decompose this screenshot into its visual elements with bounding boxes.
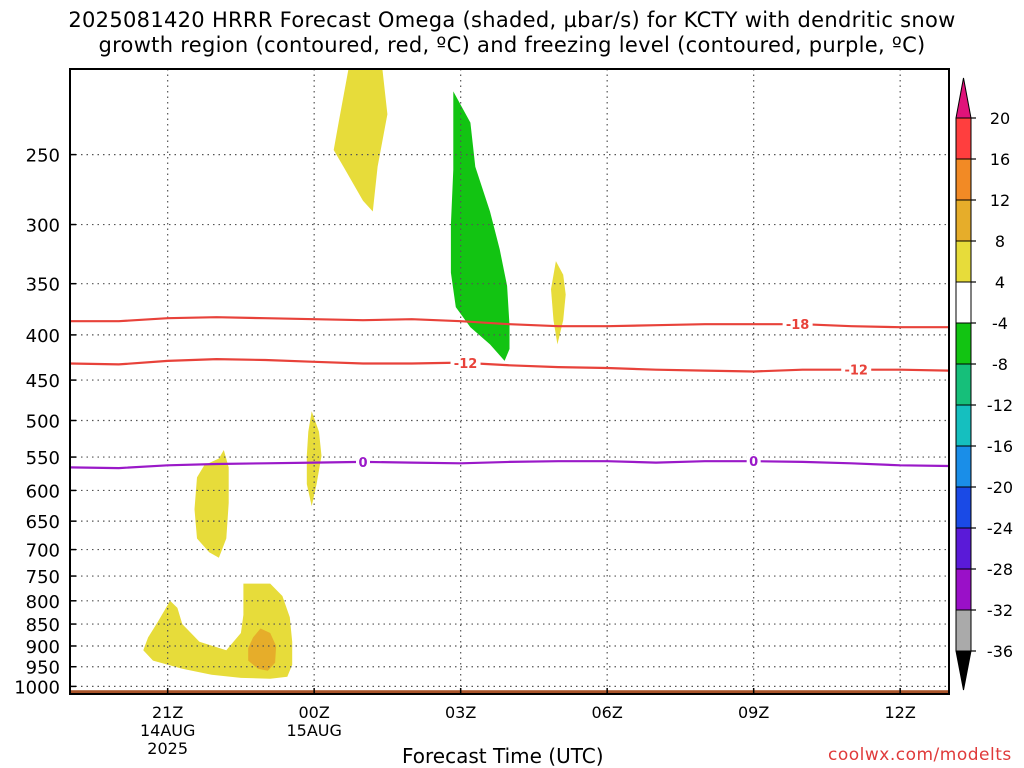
colorbar-label-2: 16 (990, 150, 1010, 169)
y-axis-tick-labels: 2503003504004505005506006507007508008509… (14, 146, 76, 698)
omega-shaded-region-5 (194, 450, 229, 558)
colorbar-label-14: -36 (987, 642, 1013, 661)
colorbar-swatch-8 (955, 404, 972, 447)
contour-label--12-0: -12 (454, 357, 478, 372)
y-tick-label-750: 750 (26, 567, 60, 588)
omega-shaded-region-4 (306, 411, 322, 507)
x-tick-sublabel-21Z-0: 14AUG (140, 721, 195, 740)
colorbar-swatch-11 (955, 527, 972, 570)
contour-line--12 (69, 357, 950, 373)
contour-label--12-1: -12 (844, 364, 868, 379)
contour-label-bg--12-0 (450, 355, 481, 370)
y-tick-label-700: 700 (26, 541, 60, 562)
colorbar-label-10: -20 (987, 478, 1013, 497)
omega-shaded-region-2 (450, 91, 510, 361)
colorbar-label-4: 8 (995, 232, 1005, 251)
colorbar-swatch-10 (955, 486, 972, 529)
x-tick-label-21Z: 21Z (152, 703, 183, 722)
y-tick-label-600: 600 (26, 481, 60, 502)
colorbar-top-arrow (955, 77, 972, 119)
colorbar-label-5: 4 (995, 273, 1005, 292)
omega-shaded-region-3 (551, 261, 566, 345)
contour-label-bg--18-0 (782, 317, 813, 332)
y-tick-label-900: 900 (26, 637, 60, 658)
colorbar-swatch-2 (955, 158, 972, 201)
colorbar-label-9: -16 (987, 437, 1013, 456)
colorbar-swatch-13 (955, 609, 972, 652)
x-tick-sublabel-00Z-0: 15AUG (286, 721, 341, 740)
colorbar-swatch-5 (955, 281, 972, 324)
colorbar-swatch-12 (955, 568, 972, 611)
y-tick-label-650: 650 (26, 512, 60, 533)
x-tick-label-12Z: 12Z (885, 703, 916, 722)
y-tick-label-550: 550 (26, 448, 60, 469)
omega-colorbar: 20 16 12 8 4 -4 -8 -12 -16 -20 -24 -28 -32 -36 (955, 77, 1013, 691)
x-tick-sublabel-21Z-1: 2025 (147, 739, 188, 758)
colorbar-swatch-9 (955, 445, 972, 488)
ground-surface-band (71, 690, 948, 694)
y-tick-label-450: 450 (26, 371, 60, 392)
y-tick-label-250: 250 (26, 146, 60, 167)
grid-layer (70, 69, 949, 694)
y-tick-label-400: 400 (26, 326, 60, 347)
y-tick-label-800: 800 (26, 592, 60, 613)
contour-label-bg-0-1 (746, 454, 761, 469)
x-tick-label-03Z: 03Z (445, 703, 476, 722)
omega-shaded-region-1 (333, 70, 388, 212)
colorbar-swatch-7 (955, 363, 972, 406)
colorbar-label-13: -32 (987, 601, 1013, 620)
colorbar-swatch-1 (955, 117, 972, 160)
contour-line-0 (69, 460, 950, 470)
colorbar-label-12: -28 (987, 560, 1013, 579)
contour-label-bg--12-1 (841, 362, 872, 377)
colorbar-bottom-arrow (955, 650, 972, 691)
contour-layer: -18 -12 -12 0 0 (69, 316, 950, 471)
y-tick-label-350: 350 (26, 275, 60, 296)
omega-shading-layer (143, 70, 566, 679)
colorbar-label-6: -4 (992, 314, 1008, 333)
colorbar-label-7: -8 (992, 355, 1008, 374)
x-tick-label-09Z: 09Z (738, 703, 769, 722)
y-tick-label-950: 950 (26, 658, 60, 679)
x-axis-label: Forecast Time (UTC) (402, 744, 604, 768)
contour-label-0-1: 0 (749, 455, 758, 470)
colorbar-label-11: -24 (987, 519, 1013, 538)
contour-label-bg-0-0 (356, 454, 370, 469)
colorbar-label-8: -12 (987, 396, 1013, 415)
colorbar-swatch-6 (955, 322, 972, 365)
colorbar-swatch-4 (955, 240, 972, 283)
y-tick-label-300: 300 (26, 216, 60, 237)
source-credit: coolwx.com/modelts (828, 745, 1012, 765)
y-tick-label-850: 850 (26, 615, 60, 636)
chart-title-line-1: 2025081420 HRRR Forecast Omega (shaded, … (68, 8, 956, 32)
x-tick-label-06Z: 06Z (592, 703, 623, 722)
colorbar-label-1: 20 (990, 109, 1010, 128)
colorbar-label-3: 12 (990, 191, 1010, 210)
contour-label-0-0: 0 (358, 456, 367, 471)
contour-label--18-0: -18 (786, 318, 810, 333)
ground-surface-layer (71, 690, 948, 694)
y-tick-label-1000: 1000 (14, 677, 60, 698)
x-tick-label-00Z: 00Z (299, 703, 330, 722)
omega-shaded-region-7 (248, 628, 277, 671)
y-tick-label-500: 500 (26, 412, 60, 433)
colorbar-swatch-3 (955, 199, 972, 242)
chart-title-line-2: growth region (contoured, red, ºC) and f… (98, 33, 926, 57)
plot-frame (69, 68, 950, 695)
